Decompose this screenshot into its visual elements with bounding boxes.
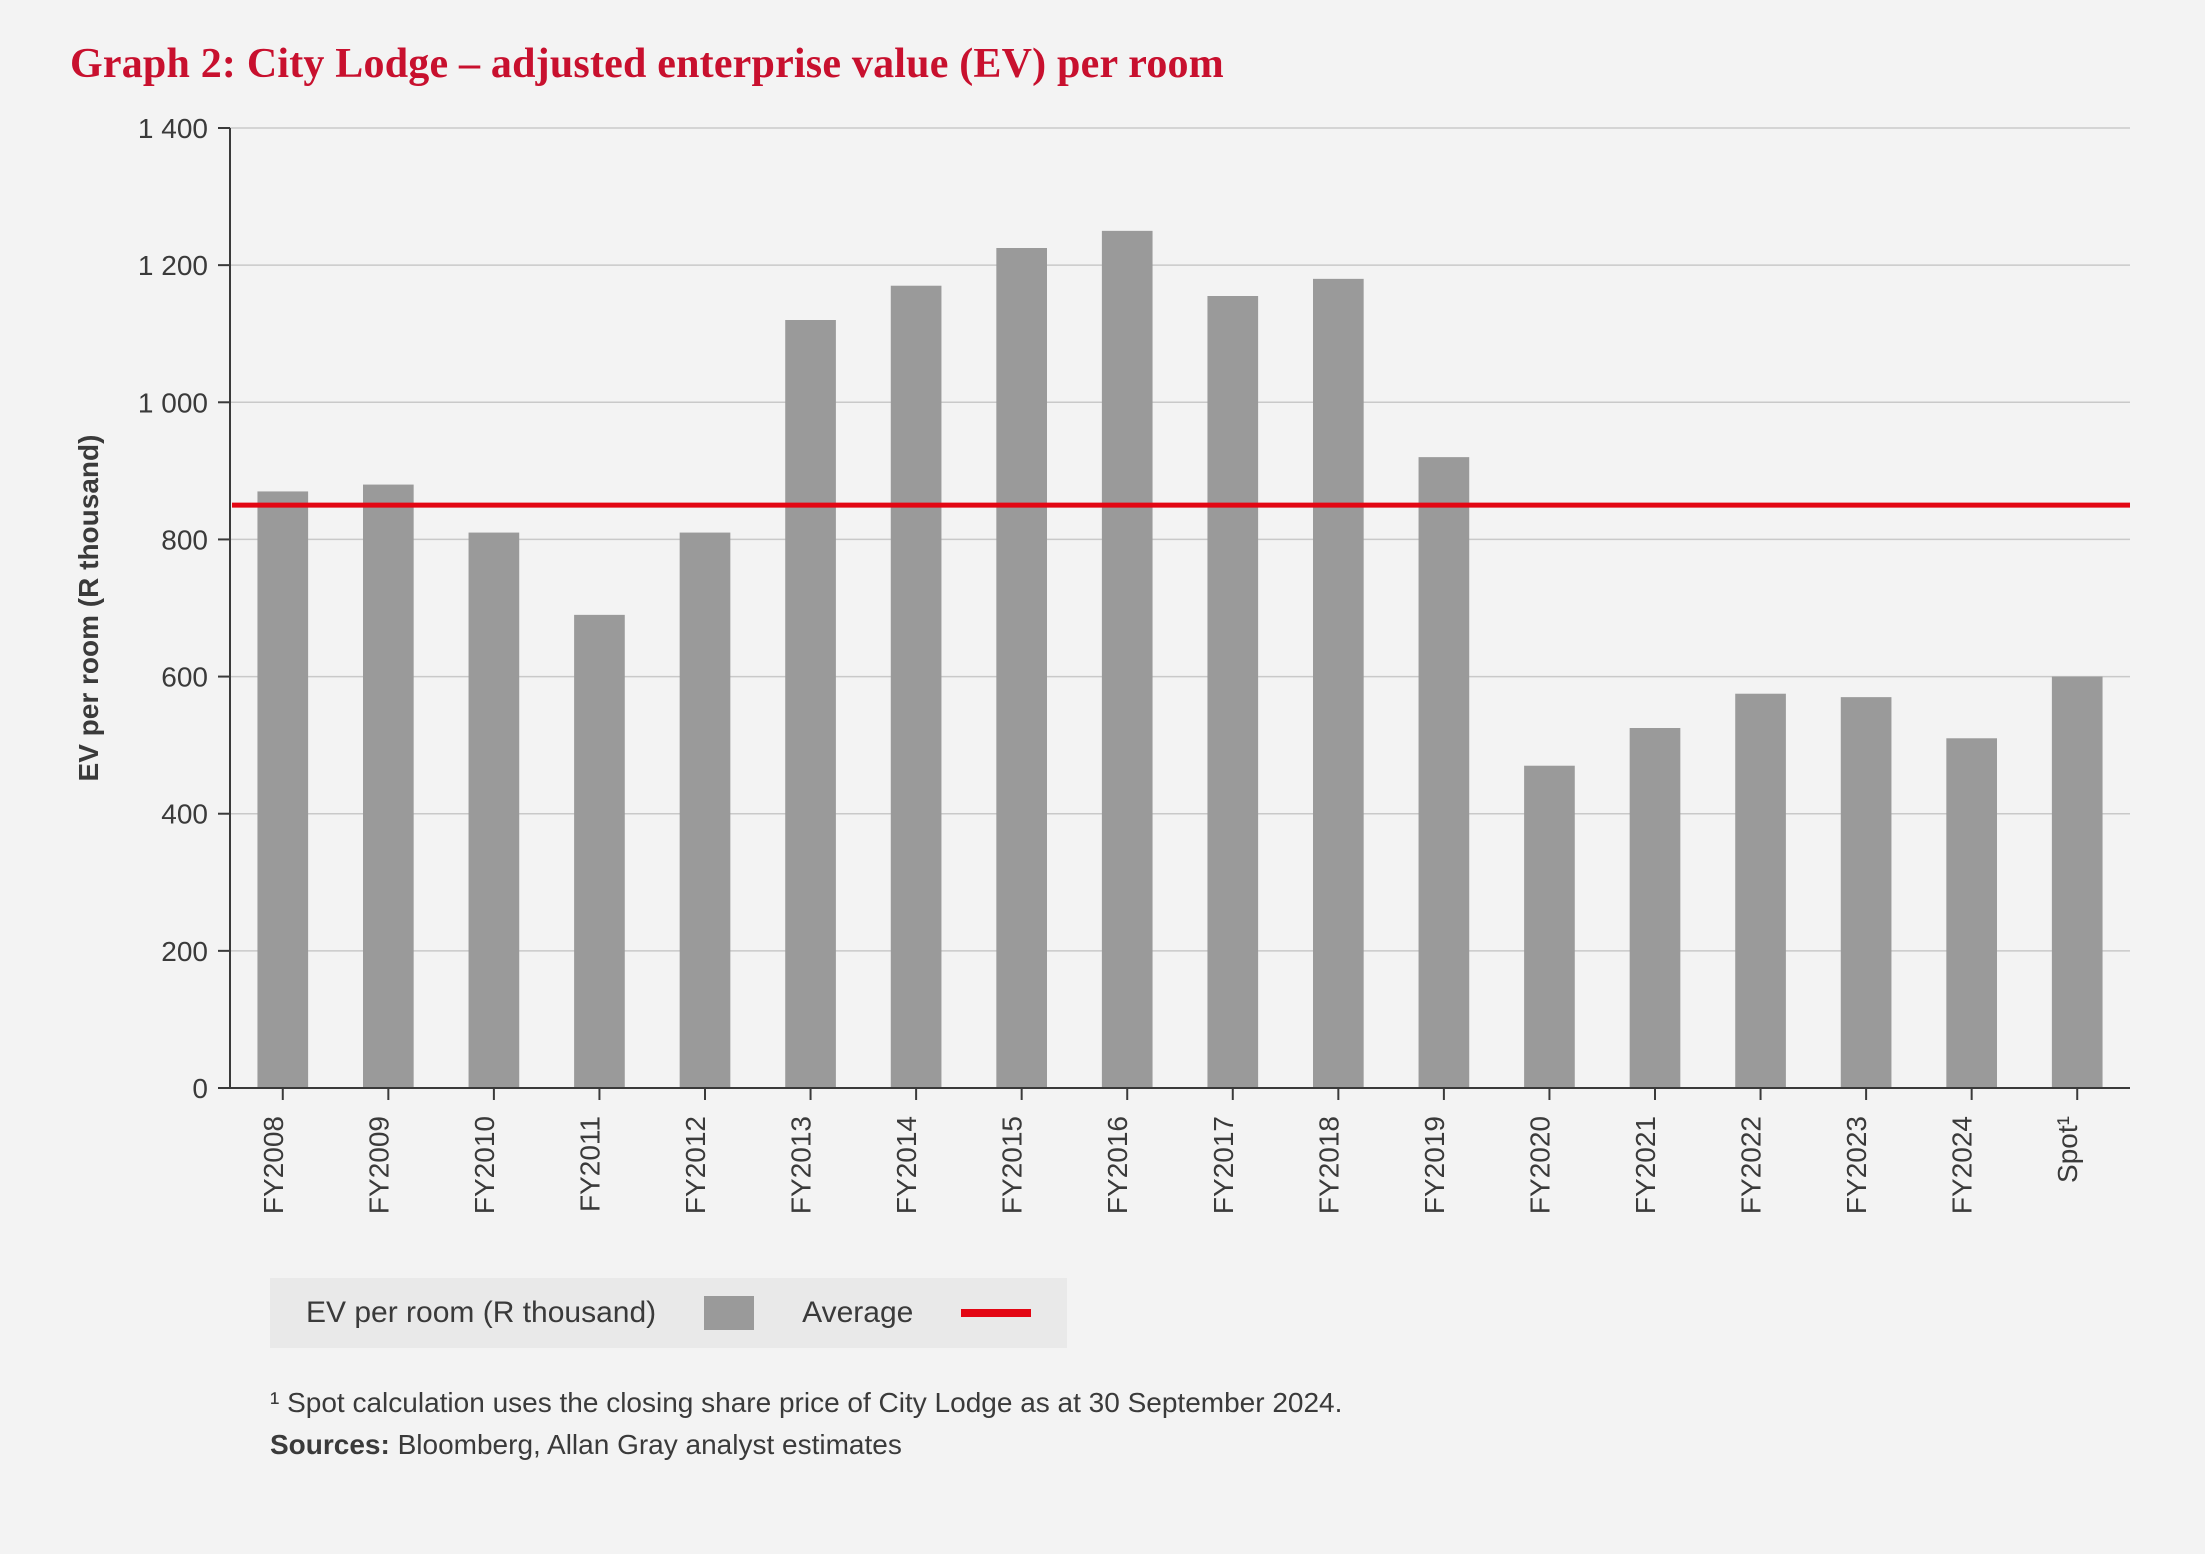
x-tick-label: FY2022 (1736, 1116, 1767, 1214)
bar (1630, 728, 1681, 1088)
y-tick-label: 1 200 (138, 250, 208, 281)
bar (363, 485, 414, 1088)
legend-item-line-label: Average (802, 1296, 913, 1330)
bar (1524, 766, 1575, 1088)
bar (891, 286, 942, 1088)
x-tick-label: FY2013 (786, 1116, 817, 1214)
bar (1841, 697, 1892, 1088)
x-tick-label: FY2020 (1524, 1116, 1555, 1214)
bar (1102, 231, 1153, 1088)
x-tick-label: FY2016 (1102, 1116, 1133, 1214)
chart-footnote: ¹ Spot calculation uses the closing shar… (270, 1382, 2145, 1466)
bar (1313, 279, 1364, 1088)
sources-text: Bloomberg, Allan Gray analyst estimates (390, 1429, 902, 1460)
chart-title: Graph 2: City Lodge – adjusted enterpris… (70, 40, 2145, 88)
x-tick-label: FY2014 (891, 1116, 922, 1214)
footnote-text: ¹ Spot calculation uses the closing shar… (270, 1382, 2145, 1424)
bar (996, 248, 1047, 1088)
bar (785, 320, 836, 1088)
y-tick-label: 0 (192, 1073, 208, 1104)
bar-chart-svg: 0 200 400 600 800 1 000 1 200 1 400 FY2008 FY2009… (60, 118, 2145, 1238)
y-tick-label: 1 400 (138, 118, 208, 144)
x-tick-label: FY2011 (574, 1116, 605, 1212)
sources-label: Sources: (270, 1429, 390, 1460)
chart-legend: EV per room (R thousand) Average (270, 1278, 1067, 1348)
bar (2052, 677, 2103, 1088)
y-axis-label: EV per room (R thousand) (73, 435, 104, 782)
x-tick-label: FY2009 (363, 1116, 394, 1214)
bar (1419, 457, 1470, 1088)
x-tick-label: Spot¹ (2052, 1116, 2083, 1183)
x-tick-label: FY2018 (1313, 1116, 1344, 1214)
x-tick-label: FY2010 (469, 1116, 500, 1214)
legend-item-bar-label: EV per room (R thousand) (306, 1296, 656, 1330)
x-tick-label: FY2019 (1419, 1116, 1450, 1214)
y-tick-label: 200 (161, 936, 208, 967)
x-tick-label: FY2024 (1947, 1116, 1978, 1214)
chart-area: 0 200 400 600 800 1 000 1 200 1 400 FY2008 FY2009… (60, 118, 2145, 1238)
footnote-sources: Sources: Bloomberg, Allan Gray analyst e… (270, 1424, 2145, 1466)
bar (680, 533, 731, 1088)
bar (574, 615, 625, 1088)
legend-bar-swatch (704, 1296, 754, 1330)
bar (1735, 694, 1786, 1088)
y-tick-label: 600 (161, 662, 208, 693)
bar (469, 533, 520, 1088)
y-tick-label: 400 (161, 799, 208, 830)
y-tick-label: 1 000 (138, 387, 208, 418)
x-tick-label: FY2012 (680, 1116, 711, 1214)
x-tick-label: FY2023 (1841, 1116, 1872, 1214)
bar (1207, 296, 1258, 1088)
x-tick-label: FY2017 (1208, 1116, 1239, 1214)
x-tick-label: FY2008 (258, 1116, 289, 1214)
chart-page: Graph 2: City Lodge – adjusted enterpris… (0, 0, 2205, 1554)
bar (257, 491, 308, 1088)
x-tick-label: FY2021 (1630, 1116, 1661, 1214)
legend-line-swatch (961, 1309, 1031, 1317)
bar (1946, 738, 1997, 1088)
x-tick-label: FY2015 (997, 1116, 1028, 1214)
y-tick-label: 800 (161, 524, 208, 555)
